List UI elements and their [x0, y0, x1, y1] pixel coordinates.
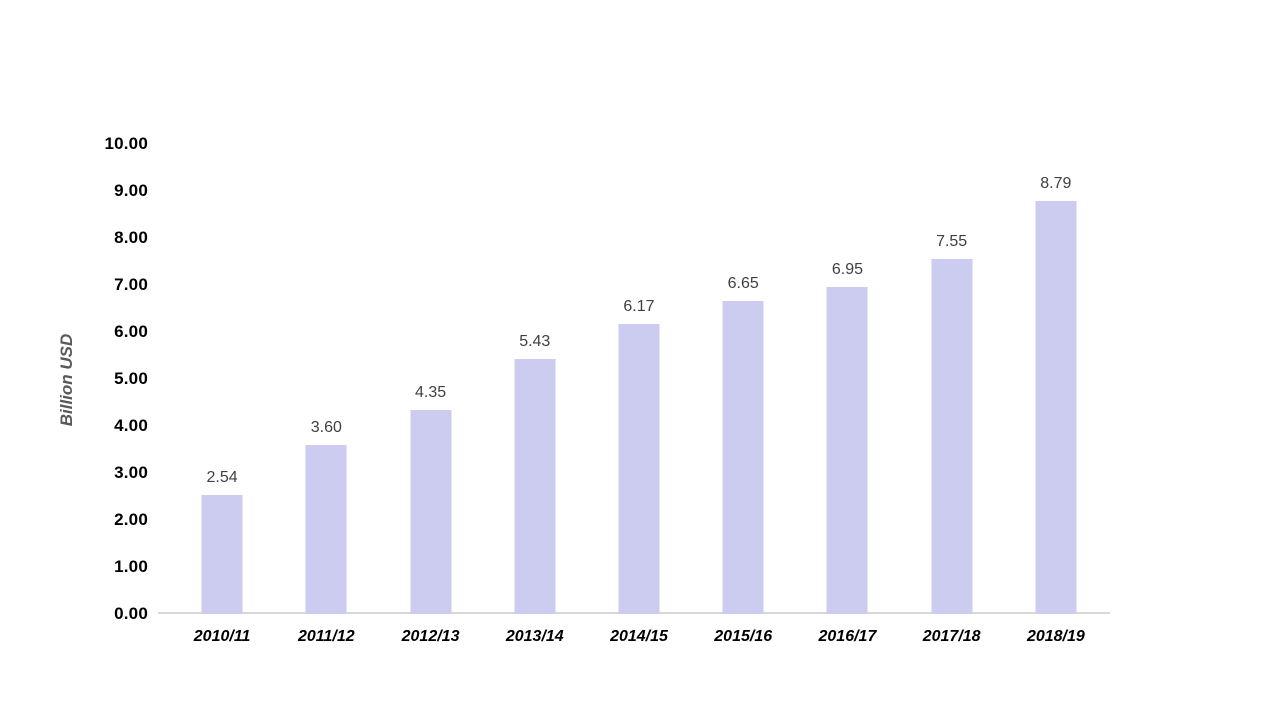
bar-value-label: 4.35 — [414, 383, 447, 401]
bar-value-label: 5.43 — [519, 332, 551, 350]
y-axis-tick-label: 3.00 — [114, 463, 148, 482]
y-axis-tick-label: 2.00 — [114, 510, 148, 529]
y-axis-tick-labels: 0.00 1.00 2.00 3.00 4.00 5.00 6.00 7.00 8.00 9.00… — [0, 0, 148, 720]
bar — [722, 301, 764, 614]
y-axis-tick-label: 4.00 — [114, 416, 148, 435]
bar — [305, 444, 347, 614]
bar-column: 5.43 2013/14 — [483, 144, 587, 645]
bar-column: 3.60 2011/12 — [274, 144, 378, 645]
x-axis-category-label: 2017/18 — [922, 628, 981, 645]
y-axis-tick-label: 9.00 — [114, 181, 148, 200]
x-axis-category-label: 2013/14 — [505, 628, 564, 645]
bar-column: 8.79 2018/19 — [1004, 144, 1108, 645]
bar-column: 6.17 2014/15 — [587, 144, 691, 645]
x-axis-category-label: 2012/13 — [401, 628, 460, 645]
y-axis-tick-label: 0.00 — [114, 604, 148, 623]
bar-value-label: 6.65 — [727, 275, 759, 293]
y-axis-tick-label: 8.00 — [114, 228, 148, 247]
bar-value-label: 2.54 — [206, 468, 238, 486]
plot-area: 2.54 2010/11 3.60 2011/12 4.35 2012/13 5.43 201… — [170, 144, 1108, 645]
x-axis-category-label: 2018/19 — [1026, 628, 1085, 645]
bar — [1035, 200, 1077, 614]
bar — [201, 494, 243, 614]
x-axis-category-label: 2014/15 — [610, 628, 668, 645]
bar-value-label: 8.79 — [1040, 174, 1072, 192]
bar-column: 4.35 2012/13 — [378, 144, 482, 645]
y-axis-tick-label: 6.00 — [114, 322, 148, 341]
bar-column: 6.65 2015/16 — [691, 144, 795, 645]
bar — [826, 287, 868, 614]
bar — [618, 324, 660, 614]
bar-column: 7.55 2017/18 — [900, 144, 1004, 645]
y-axis-tick-label: 10.00 — [104, 134, 148, 153]
bar-column: 2.54 2010/11 — [170, 144, 274, 645]
bar — [931, 259, 973, 614]
y-axis-tick-label: 1.00 — [114, 557, 148, 576]
bar — [514, 358, 556, 614]
y-axis-tick-label: 7.00 — [114, 275, 148, 294]
x-axis-category-label: 2016/17 — [818, 628, 877, 645]
x-axis-category-label: 2011/12 — [298, 628, 355, 645]
bar-value-label: 6.17 — [623, 298, 655, 316]
bar-column: 6.95 2016/17 — [795, 144, 899, 645]
y-axis-tick-label: 5.00 — [114, 369, 148, 388]
x-axis-category-label: 2010/11 — [193, 628, 251, 645]
x-axis-category-label: 2015/16 — [714, 628, 773, 645]
bar-value-label: 7.55 — [936, 233, 968, 251]
bar — [410, 409, 452, 614]
bar-value-label: 6.95 — [831, 261, 863, 279]
bar-value-label: 3.60 — [310, 418, 342, 436]
